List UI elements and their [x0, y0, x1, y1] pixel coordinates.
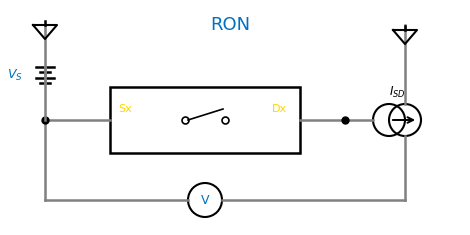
- Text: Dx: Dx: [272, 104, 287, 114]
- Text: $V_S$: $V_S$: [7, 67, 23, 82]
- Text: V: V: [201, 193, 209, 207]
- Text: RON: RON: [210, 16, 250, 34]
- Text: Sx: Sx: [118, 104, 132, 114]
- Text: $I_{SD}$: $I_{SD}$: [389, 85, 405, 100]
- Bar: [110, 87, 300, 153]
